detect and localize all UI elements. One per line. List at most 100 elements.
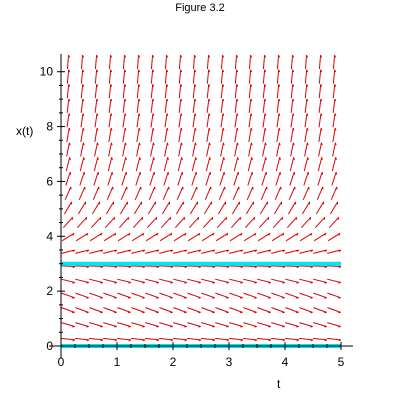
field-arrow	[91, 201, 101, 215]
field-arrow	[117, 249, 132, 254]
field-arrow	[80, 69, 85, 84]
field-arrow	[214, 265, 230, 269]
field-arrow	[215, 307, 229, 314]
field-arrow	[271, 322, 285, 328]
field-arrow	[203, 201, 213, 215]
field-arrow	[164, 84, 169, 99]
field-arrow	[327, 249, 342, 254]
field-arrow	[192, 113, 197, 128]
field-arrow	[200, 265, 216, 269]
field-arrow	[191, 171, 198, 186]
field-arrow	[146, 216, 158, 229]
x-tick-label: 3	[226, 355, 233, 369]
field-arrow	[271, 292, 285, 299]
field-arrow	[230, 216, 242, 229]
field-arrow	[122, 113, 127, 128]
field-arrow	[215, 232, 229, 242]
field-arrow	[150, 84, 155, 99]
field-arrow	[122, 142, 127, 157]
field-arrow	[135, 157, 141, 172]
field-arrow	[201, 292, 215, 299]
field-arrow	[275, 171, 282, 186]
field-arrow	[229, 249, 244, 254]
field-arrow	[304, 142, 309, 157]
field-arrow	[103, 232, 117, 242]
field-arrow	[187, 278, 201, 284]
field-arrow	[327, 307, 341, 314]
field-arrow	[133, 201, 143, 215]
field-arrow	[177, 171, 184, 186]
field-arrow	[318, 113, 323, 128]
field-arrow	[60, 337, 76, 342]
field-arrow	[327, 278, 341, 284]
field-arrow	[234, 127, 239, 143]
field-arrow	[173, 292, 187, 299]
field-arrow	[256, 337, 272, 342]
field-arrow	[148, 186, 156, 200]
field-arrow	[248, 113, 253, 128]
field-arrow	[313, 307, 327, 314]
field-arrow	[229, 278, 243, 284]
field-arrow	[121, 171, 128, 186]
field-arrow	[103, 278, 117, 284]
field-arrow	[186, 265, 202, 269]
field-arrow	[89, 278, 103, 284]
field-arrow	[187, 249, 202, 254]
field-arrow	[108, 113, 113, 128]
field-arrow	[192, 142, 197, 157]
field-arrow	[257, 232, 271, 242]
field-arrow	[290, 127, 295, 143]
field-arrow	[276, 69, 281, 84]
x-tick-label: 2	[170, 355, 177, 369]
field-arrow	[201, 322, 215, 328]
field-arrow	[220, 142, 225, 157]
field-arrow	[318, 127, 323, 143]
field-arrow	[206, 98, 211, 113]
field-arrow	[287, 201, 297, 215]
field-arrow	[257, 322, 271, 328]
field-arrow	[303, 157, 309, 172]
field-arrow	[103, 322, 117, 328]
field-arrow	[176, 186, 184, 200]
field-arrow	[94, 98, 99, 113]
field-arrow	[65, 157, 71, 172]
field-arrow	[158, 337, 174, 342]
field-arrow	[332, 98, 337, 113]
field-arrow	[318, 98, 323, 113]
field-arrow	[259, 201, 269, 215]
field-arrow	[172, 337, 188, 342]
field-arrow	[61, 232, 75, 242]
field-arrow	[285, 307, 299, 314]
field-arrow	[261, 157, 267, 172]
field-arrow	[107, 157, 113, 172]
field-arrow	[315, 201, 325, 215]
field-arrow	[60, 265, 76, 269]
field-arrow	[75, 278, 89, 284]
field-arrow	[248, 84, 253, 99]
field-arrow	[215, 322, 229, 328]
field-arrow	[117, 232, 131, 242]
field-arrow	[201, 249, 216, 254]
field-arrow	[234, 98, 239, 113]
field-arrow	[94, 127, 99, 143]
field-arrow	[261, 171, 268, 186]
field-arrow	[304, 69, 309, 84]
field-arrow	[219, 171, 226, 186]
field-arrow	[273, 201, 283, 215]
field-arrow	[192, 69, 197, 84]
field-arrow	[159, 292, 173, 299]
field-arrow	[220, 84, 225, 99]
x-axis-label: t	[277, 377, 281, 391]
field-arrow	[262, 142, 267, 157]
field-arrow	[276, 54, 281, 70]
field-arrow	[66, 127, 71, 143]
field-arrow	[119, 201, 129, 215]
field-arrow	[318, 54, 323, 70]
field-arrow	[164, 69, 169, 84]
field-arrow	[94, 84, 99, 99]
field-arrow	[75, 307, 89, 314]
field-arrow	[159, 249, 174, 254]
field-arrow	[102, 265, 118, 269]
field-arrow	[186, 337, 202, 342]
